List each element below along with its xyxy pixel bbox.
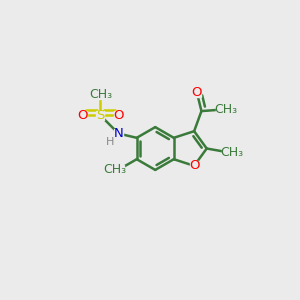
Bar (114, 111, 123, 120)
Text: CH₃: CH₃ (214, 103, 237, 116)
Bar (91, 90, 110, 99)
Bar (193, 88, 201, 98)
Bar (114, 129, 123, 138)
Text: O: O (113, 109, 124, 122)
Bar (222, 148, 241, 157)
Text: CH₃: CH₃ (103, 164, 127, 176)
Bar (190, 161, 199, 170)
Text: O: O (189, 159, 200, 172)
Bar (106, 166, 124, 174)
Bar (78, 111, 87, 120)
Text: N: N (114, 127, 123, 140)
Text: CH₃: CH₃ (220, 146, 243, 159)
Text: O: O (77, 109, 87, 122)
Text: O: O (192, 86, 202, 99)
Bar (107, 138, 113, 146)
Bar (216, 105, 235, 114)
Text: H: H (106, 137, 114, 147)
Text: CH₃: CH₃ (89, 88, 112, 101)
Bar (96, 111, 104, 120)
Text: S: S (96, 109, 104, 122)
